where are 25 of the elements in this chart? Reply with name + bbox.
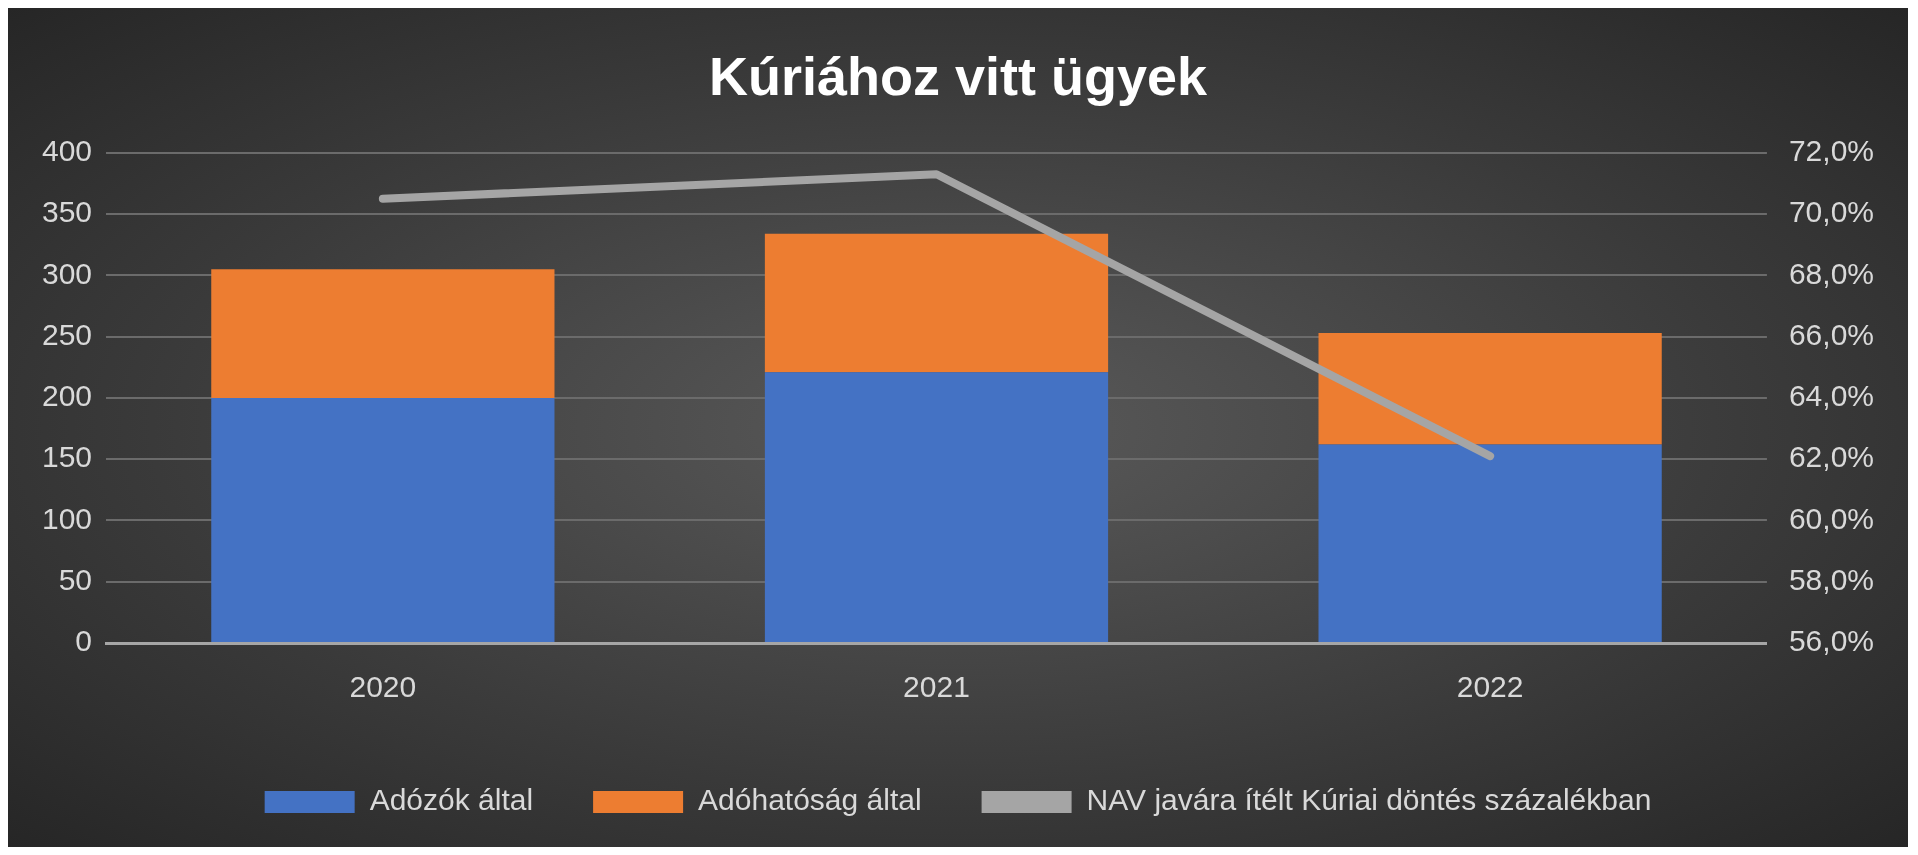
- y2-tick-label: 70,0%: [1788, 195, 1875, 229]
- y2-tick-label: 56,0%: [1788, 624, 1875, 658]
- y-tick-label: 300: [41, 256, 93, 290]
- x-tick-label: 2021: [903, 670, 970, 704]
- y-tick-label: 150: [41, 440, 93, 474]
- legend-label: Adózók által: [369, 783, 534, 817]
- legend-label: NAV javára ítélt Kúriai döntés százalékban: [1086, 783, 1652, 817]
- y2-tick-label: 66,0%: [1788, 317, 1875, 351]
- y2-tick-label: 60,0%: [1788, 501, 1875, 535]
- y2-tick-label: 72,0%: [1788, 134, 1875, 168]
- y-tick-label: 200: [41, 379, 93, 413]
- y-tick-label: 350: [41, 195, 93, 229]
- y2-tick-label: 64,0%: [1788, 379, 1875, 413]
- y-tick-label: 50: [58, 562, 93, 596]
- y-tick-label: 400: [41, 134, 93, 168]
- y-tick-label: 0: [75, 624, 93, 658]
- legend-label: Adóhatóság által: [698, 783, 922, 817]
- y2-tick-label: 62,0%: [1788, 440, 1875, 474]
- chart-title: Kúriához vitt ügyek: [708, 46, 1208, 107]
- y-tick-label: 250: [41, 317, 93, 351]
- x-tick-label: 2022: [1456, 670, 1524, 704]
- y2-tick-label: 68,0%: [1788, 256, 1875, 290]
- y2-tick-label: 58,0%: [1788, 562, 1875, 596]
- y-tick-label: 100: [41, 501, 93, 535]
- x-tick-label: 2020: [349, 670, 417, 704]
